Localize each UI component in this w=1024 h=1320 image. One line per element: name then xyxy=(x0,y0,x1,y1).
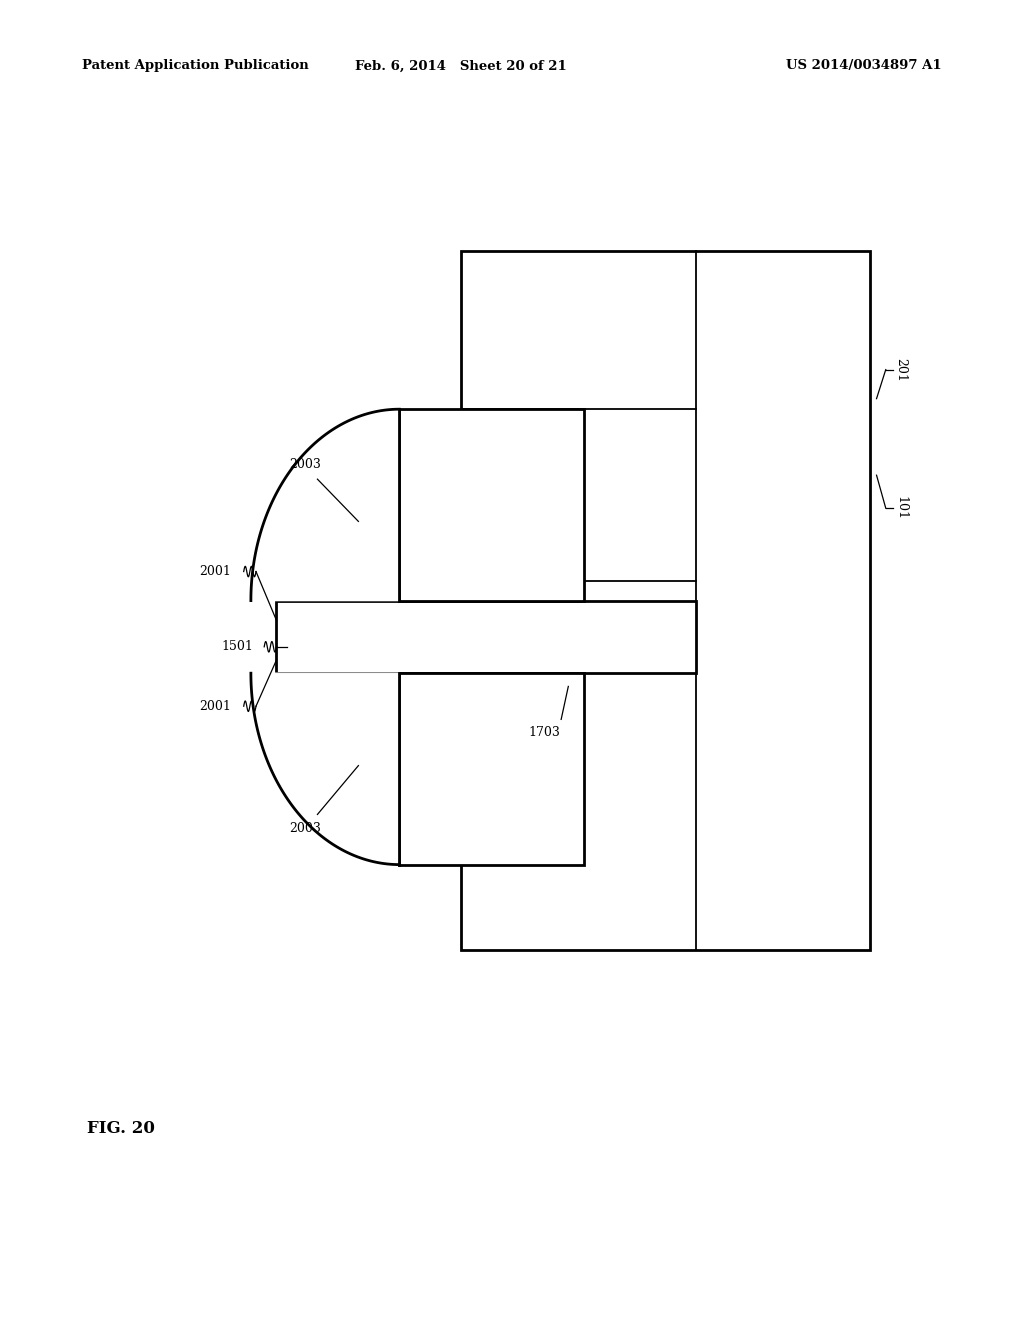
Polygon shape xyxy=(251,673,399,865)
Bar xyxy=(461,251,870,950)
Bar xyxy=(276,601,696,673)
Bar xyxy=(399,409,584,601)
Text: 2003: 2003 xyxy=(289,458,322,471)
Text: Feb. 6, 2014   Sheet 20 of 21: Feb. 6, 2014 Sheet 20 of 21 xyxy=(355,59,566,73)
Text: US 2014/0034897 A1: US 2014/0034897 A1 xyxy=(786,59,942,73)
Text: 2003: 2003 xyxy=(289,822,322,836)
Text: Patent Application Publication: Patent Application Publication xyxy=(82,59,308,73)
Text: 201: 201 xyxy=(895,358,907,381)
Bar xyxy=(399,673,584,865)
Polygon shape xyxy=(251,409,399,601)
Text: 101: 101 xyxy=(895,496,907,520)
Text: FIG. 20: FIG. 20 xyxy=(87,1121,155,1137)
Text: 2001: 2001 xyxy=(199,700,231,713)
Text: 1501: 1501 xyxy=(221,640,254,653)
Text: 2001: 2001 xyxy=(199,565,231,578)
Text: 1703: 1703 xyxy=(528,726,561,739)
